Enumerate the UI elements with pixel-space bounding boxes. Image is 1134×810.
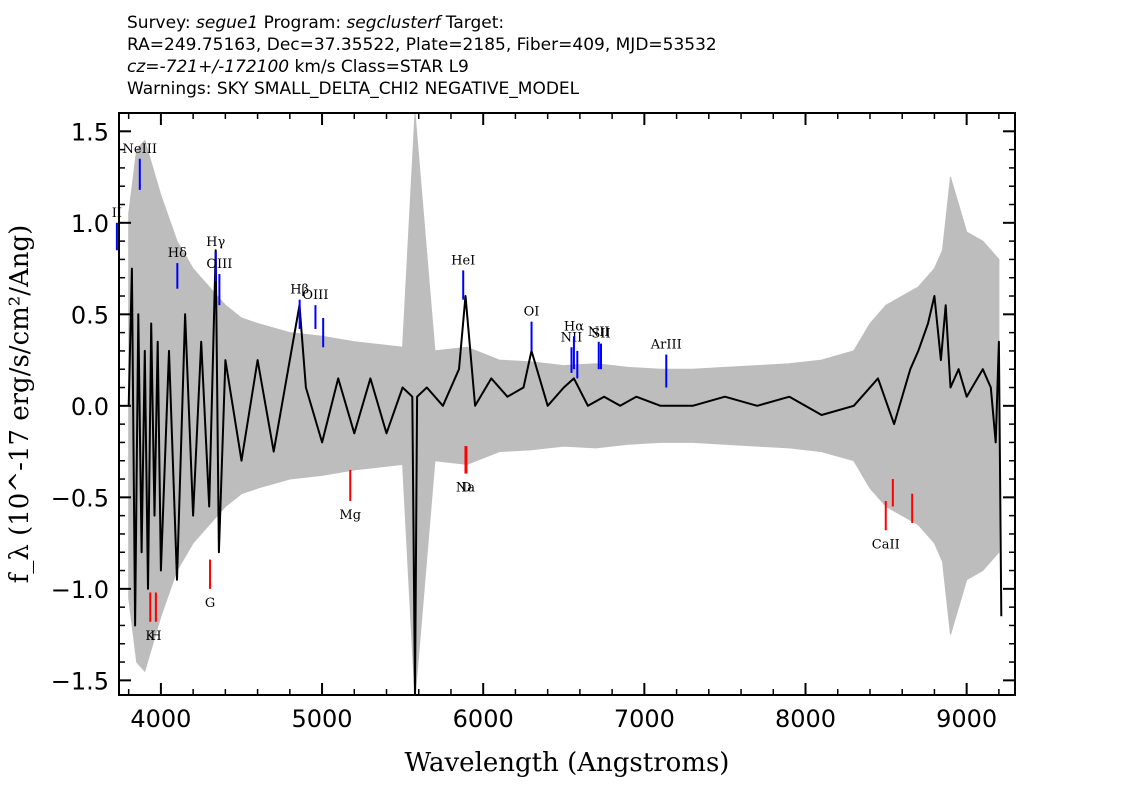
emission-line-label: OIII bbox=[302, 288, 328, 303]
emission-line-label: NeIII bbox=[123, 142, 157, 157]
plot-frame bbox=[118, 112, 1016, 696]
emission-line-label: Hγ bbox=[206, 235, 225, 250]
program-name: segclusterf bbox=[346, 13, 441, 33]
x-tick-label: 4000 bbox=[130, 705, 191, 733]
emission-line-label: NII bbox=[588, 325, 610, 340]
x-tick-label: 7000 bbox=[614, 705, 675, 733]
emission-line-label: HeI bbox=[451, 253, 475, 268]
header-line-coordinates: RA=249.75163, Dec=37.35522, Plate=2185, … bbox=[127, 35, 717, 55]
y-tick-label: −1.0 bbox=[51, 576, 109, 604]
absorption-line-label: Mg bbox=[339, 508, 361, 523]
spectrum-header: Survey: segue1 Program: segclusterf Targ… bbox=[127, 12, 717, 100]
emission-line-label: NII bbox=[561, 330, 583, 345]
emission-line-label: II bbox=[112, 206, 122, 221]
y-axis-title: f_λ (10^-17 erg/s/cm²/Ang) bbox=[5, 225, 35, 584]
emission-line-label: SII bbox=[591, 327, 610, 342]
y-tick-label: 1.5 bbox=[71, 118, 109, 146]
x-axis-title: Wavelength (Angstroms) bbox=[405, 748, 730, 778]
absorption-line-label: G bbox=[205, 596, 215, 611]
emission-line-label: Hα bbox=[564, 319, 584, 334]
absorption-line-label: CaII bbox=[872, 537, 900, 552]
error-band bbox=[128, 113, 1000, 695]
emission-line-label: OIII bbox=[206, 257, 232, 272]
header-line-redshift: cz=-721+/-172100 km/s Class=STAR L9 bbox=[127, 57, 469, 77]
emission-line-label: Hδ bbox=[168, 246, 187, 261]
x-tick-label: 8000 bbox=[775, 705, 836, 733]
emission-line-label: Hβ bbox=[290, 283, 309, 298]
emission-line-label: OI bbox=[524, 305, 540, 320]
redshift-value: cz=-721+/-172100 bbox=[127, 57, 290, 77]
x-tick-label: 6000 bbox=[453, 705, 514, 733]
header-line-survey: Survey: segue1 Program: segclusterf Targ… bbox=[127, 13, 505, 33]
absorption-line-label: K bbox=[145, 629, 155, 644]
absorption-line-label: H bbox=[150, 629, 161, 644]
axis-ticks: 4000 5000 6000 7000 8000 9000 −1.5 −1.0 −0.5 0.0 0… bbox=[51, 113, 1015, 733]
y-tick-label: −1.5 bbox=[51, 667, 109, 695]
header-line-warnings: Warnings: SKY SMALL_DELTA_CHI2 NEGATIVE_… bbox=[127, 79, 580, 99]
x-tick-label: 9000 bbox=[936, 705, 997, 733]
y-tick-label: 1.0 bbox=[71, 210, 109, 238]
flux-layer bbox=[127, 249, 1003, 695]
absorption-line-label: Na bbox=[456, 481, 475, 496]
x-tick-label: 5000 bbox=[292, 705, 353, 733]
emission-line-label: ArIII bbox=[650, 338, 682, 353]
absorption-line-label: D bbox=[461, 481, 471, 496]
error-band-layer bbox=[128, 113, 1000, 695]
y-tick-label: 0.0 bbox=[71, 393, 109, 421]
survey-name: segue1 bbox=[196, 13, 259, 33]
flux-line bbox=[127, 249, 1003, 695]
y-tick-label: −0.5 bbox=[51, 484, 109, 512]
y-tick-label: 0.5 bbox=[71, 301, 109, 329]
